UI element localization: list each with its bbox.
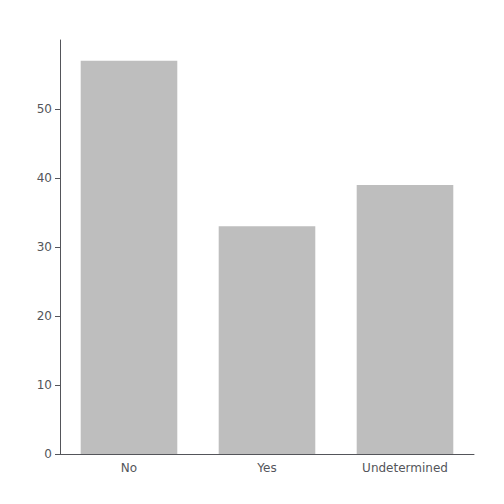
svg-text:50: 50 — [37, 102, 52, 116]
svg-text:30: 30 — [37, 240, 52, 254]
svg-text:20: 20 — [37, 309, 52, 323]
svg-text:Yes: Yes — [256, 461, 276, 475]
svg-text:40: 40 — [37, 171, 52, 185]
svg-text:No: No — [121, 461, 137, 475]
svg-text:0: 0 — [44, 447, 52, 461]
svg-text:10: 10 — [37, 378, 52, 392]
svg-text:Undetermined: Undetermined — [362, 461, 448, 475]
